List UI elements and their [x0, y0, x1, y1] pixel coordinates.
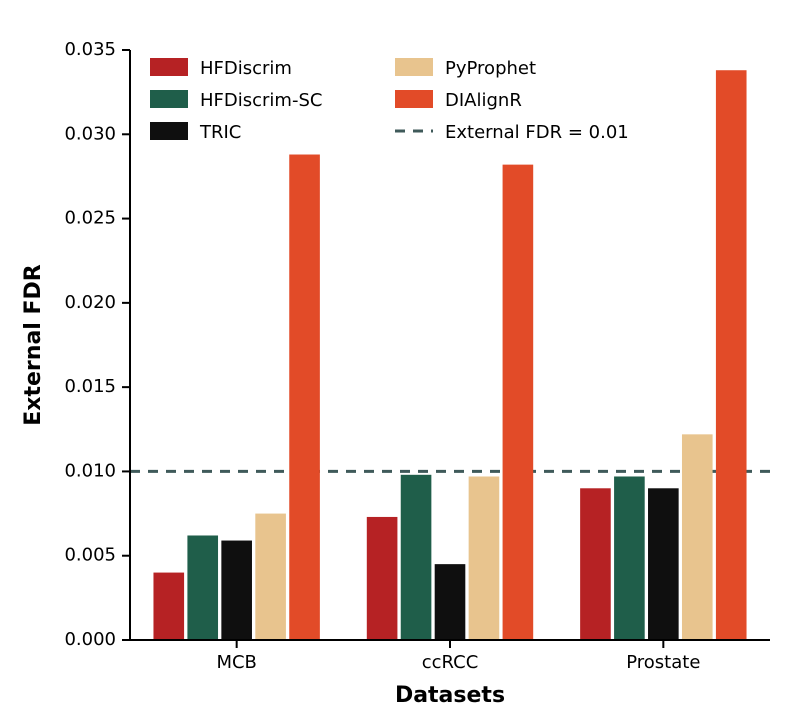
legend-swatch	[150, 58, 188, 76]
x-tick-label: Prostate	[626, 652, 700, 673]
y-tick-label: 0.010	[64, 460, 116, 481]
bar	[503, 165, 534, 640]
bar	[367, 517, 398, 640]
y-axis-label: External FDR	[21, 264, 46, 426]
bar	[289, 155, 320, 640]
y-tick-label: 0.015	[64, 376, 116, 397]
x-tick-label: ccRCC	[422, 652, 479, 673]
legend-swatch	[395, 58, 433, 76]
y-tick-label: 0.030	[64, 123, 116, 144]
legend-label: External FDR = 0.01	[445, 122, 629, 143]
y-tick-label: 0.000	[64, 629, 116, 650]
y-tick-label: 0.005	[64, 545, 116, 566]
bar	[580, 488, 611, 640]
bar	[255, 514, 286, 640]
legend-swatch	[395, 90, 433, 108]
y-tick-label: 0.025	[64, 208, 116, 229]
chart-container: 0.000 0.005 0.010 0.015 0.020 0.025 0.030 0.035…	[0, 0, 808, 728]
x-tick-label: MCB	[216, 652, 256, 673]
bar	[221, 541, 252, 640]
legend-swatch	[150, 122, 188, 140]
legend-label: PyProphet	[445, 58, 536, 79]
legend-swatch	[150, 90, 188, 108]
bar	[716, 70, 747, 640]
legend-label: HFDiscrim	[200, 58, 292, 79]
y-tick-label: 0.035	[64, 39, 116, 60]
x-axis-label: Datasets	[395, 683, 505, 708]
y-tick-label: 0.020	[64, 292, 116, 313]
legend-label: TRIC	[199, 122, 241, 143]
bar	[187, 535, 218, 640]
bar	[153, 573, 184, 640]
legend-label: DIAlignR	[445, 90, 522, 111]
bar	[682, 434, 713, 640]
legend-label: HFDiscrim-SC	[200, 90, 322, 111]
bar	[648, 488, 679, 640]
chart-svg: 0.000 0.005 0.010 0.015 0.020 0.025 0.030 0.035…	[0, 0, 808, 728]
bar	[614, 476, 645, 640]
bar	[469, 476, 500, 640]
bar	[435, 564, 466, 640]
bar	[401, 475, 432, 640]
